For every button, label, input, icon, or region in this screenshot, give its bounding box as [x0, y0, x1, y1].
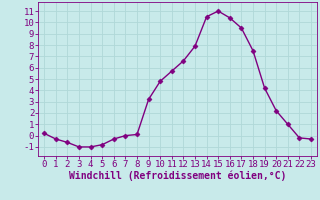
X-axis label: Windchill (Refroidissement éolien,°C): Windchill (Refroidissement éolien,°C)	[69, 171, 286, 181]
